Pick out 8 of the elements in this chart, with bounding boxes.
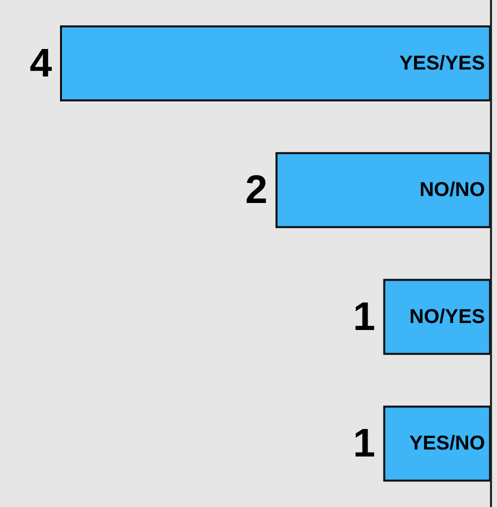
y-tick-label: NO/YES <box>409 306 485 328</box>
y-tick-label: NO/NO <box>419 179 485 202</box>
data-label: 1 <box>353 294 376 339</box>
data-label: 2 <box>245 168 268 212</box>
data-label: 1 <box>353 422 376 466</box>
data-label: 4 <box>30 41 53 86</box>
y-tick-label: YES/NO <box>409 432 485 455</box>
y-tick-label: YES/YES <box>399 52 485 74</box>
